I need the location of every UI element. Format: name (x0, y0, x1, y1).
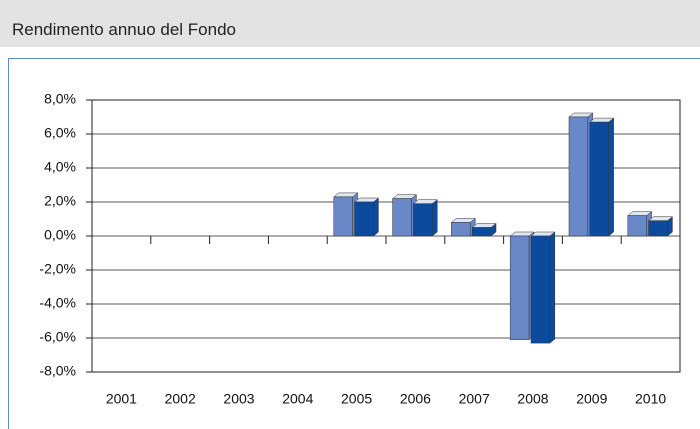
bar (509, 235, 530, 340)
x-tick-label: 2010 (635, 391, 666, 407)
bar (333, 196, 353, 237)
bar (451, 222, 471, 237)
x-tick-label: 2009 (576, 391, 607, 407)
header: Rendimento annuo del Fondo (0, 0, 700, 47)
bar (627, 215, 647, 237)
bar (589, 121, 609, 237)
bar (530, 235, 551, 344)
y-tick-label: 6,0% (44, 125, 76, 141)
x-tick-label: 2001 (106, 391, 137, 407)
x-tick-label: 2002 (165, 391, 196, 407)
y-tick-label: 0,0% (44, 227, 76, 243)
y-tick-label: 4,0% (44, 159, 76, 175)
header-title: Rendimento annuo del Fondo (12, 20, 236, 39)
bar (648, 220, 668, 237)
y-tick-label: -6,0% (39, 329, 76, 345)
x-tick-label: 2004 (282, 391, 313, 407)
x-tick-label: 2007 (459, 391, 490, 407)
panel-border (8, 58, 700, 429)
bar-side (431, 199, 438, 237)
y-tick-label: 8,0% (44, 91, 76, 107)
bar-side (608, 117, 614, 237)
y-tick-label: -4,0% (39, 295, 76, 311)
y-tick-label: -2,0% (39, 261, 76, 277)
x-tick-label: 2008 (517, 391, 548, 407)
x-tick-label: 2005 (341, 391, 372, 407)
bar (471, 227, 492, 237)
bar (568, 116, 589, 237)
bar (354, 201, 374, 237)
bar (392, 198, 412, 237)
y-tick-label: -8,0% (39, 363, 76, 379)
y-tick-label: 2,0% (44, 193, 76, 209)
x-tick-label: 2003 (223, 391, 254, 407)
bar-side (549, 231, 556, 344)
x-tick-label: 2006 (400, 391, 431, 407)
bar (413, 203, 433, 237)
bar-side (373, 197, 379, 237)
